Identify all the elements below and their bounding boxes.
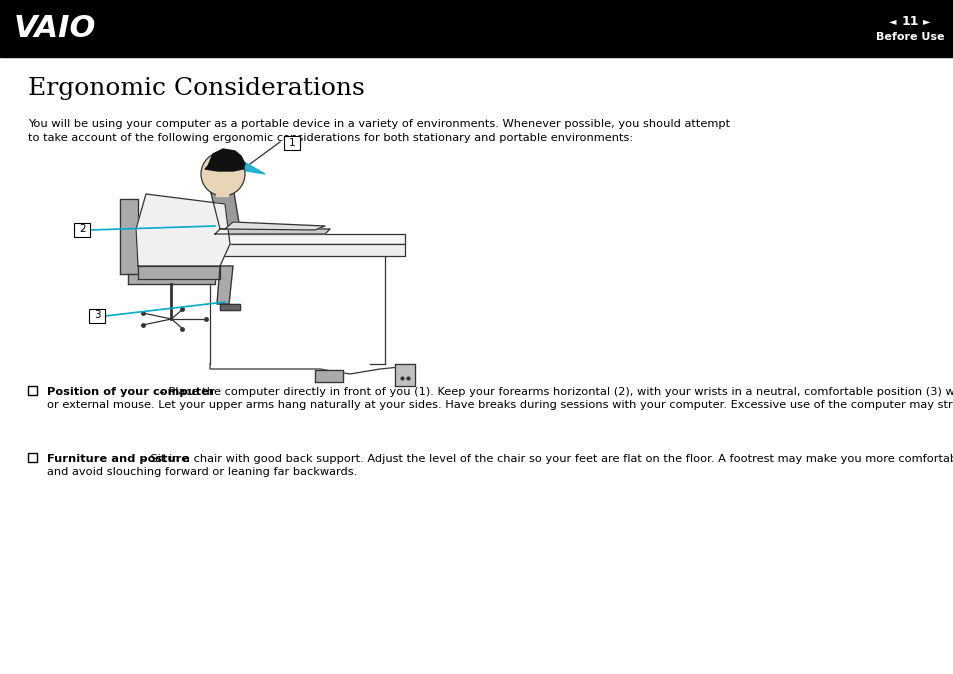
FancyBboxPatch shape	[74, 222, 91, 237]
Polygon shape	[136, 194, 230, 266]
Polygon shape	[216, 266, 233, 304]
Text: or external mouse. Let your upper arms hang naturally at your sides. Have breaks: or external mouse. Let your upper arms h…	[47, 400, 953, 410]
Text: Position of your computer: Position of your computer	[47, 387, 214, 397]
Text: You will be using your computer as a portable device in a variety of environment: You will be using your computer as a por…	[28, 119, 729, 129]
Polygon shape	[128, 274, 214, 284]
Text: – Sit in a chair with good back support. Adjust the level of the chair so your f: – Sit in a chair with good back support.…	[141, 454, 953, 464]
Text: 3: 3	[94, 311, 101, 321]
Text: Before Use: Before Use	[875, 32, 943, 42]
Polygon shape	[205, 149, 245, 171]
Polygon shape	[214, 229, 330, 234]
Circle shape	[201, 152, 245, 196]
FancyBboxPatch shape	[90, 309, 106, 322]
Text: ►: ►	[923, 16, 930, 26]
Text: 11: 11	[901, 15, 918, 28]
Text: to take account of the following ergonomic considerations for both stationary an: to take account of the following ergonom…	[28, 133, 633, 143]
FancyBboxPatch shape	[28, 386, 37, 395]
Text: Ergonomic Considerations: Ergonomic Considerations	[28, 77, 364, 100]
Polygon shape	[225, 222, 325, 230]
Polygon shape	[220, 304, 240, 310]
Text: VAIO: VAIO	[14, 14, 96, 43]
FancyBboxPatch shape	[284, 135, 300, 150]
Text: – Place the computer directly in front of you (1). Keep your forearms horizontal: – Place the computer directly in front o…	[159, 387, 953, 397]
Text: 1: 1	[289, 137, 295, 148]
FancyBboxPatch shape	[28, 453, 37, 462]
Text: 2: 2	[79, 224, 86, 235]
Polygon shape	[230, 154, 265, 174]
Polygon shape	[314, 370, 343, 382]
Bar	[0, 0, 953, 57]
Bar	[205, 244, 405, 256]
Polygon shape	[120, 199, 138, 274]
Text: Furniture and posture: Furniture and posture	[47, 454, 189, 464]
Polygon shape	[138, 266, 220, 279]
Polygon shape	[395, 364, 415, 386]
Polygon shape	[215, 189, 228, 196]
Polygon shape	[205, 169, 240, 229]
Bar	[194, 234, 405, 244]
Text: ◄: ◄	[888, 16, 896, 26]
Text: and avoid slouching forward or leaning far backwards.: and avoid slouching forward or leaning f…	[47, 467, 356, 477]
